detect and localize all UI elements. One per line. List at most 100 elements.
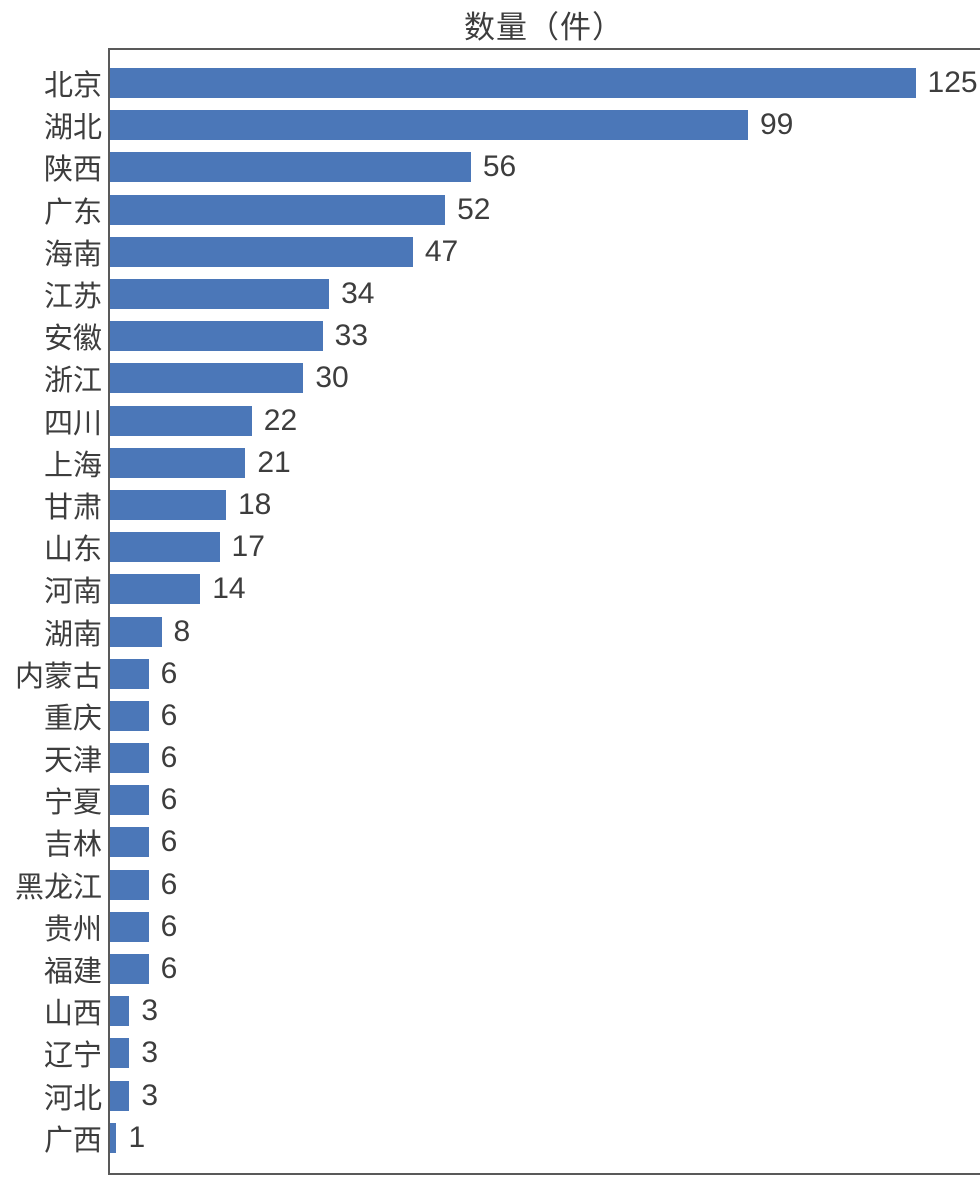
bar-row: 125 [110,62,980,104]
bar-row: 6 [110,779,980,821]
bar [110,869,149,900]
bar-row: 3 [110,990,980,1032]
bar-row: 1 [110,1117,980,1159]
value-label: 33 [334,319,369,353]
bar-row: 6 [110,737,980,779]
bar [110,658,149,689]
bar [110,1122,117,1153]
value-label: 1 [128,1120,146,1154]
bar [110,954,149,985]
chart-title: 数量（件） [464,9,624,45]
bar [110,785,149,816]
category-label: 吉林 [43,829,102,862]
bar-row: 6 [110,695,980,737]
bar [110,574,201,605]
bar-row: 3 [110,1032,980,1074]
value-label: 6 [160,698,178,732]
bar-row: 18 [110,484,980,526]
bar-row: 6 [110,948,980,990]
category-label: 上海 [43,449,102,482]
value-label: 6 [160,783,178,817]
category-label: 湖北 [43,112,102,145]
bar-row: 56 [110,146,980,188]
value-label: 6 [160,825,178,859]
value-label: 6 [160,867,178,901]
bar [110,700,149,731]
bar-row: 6 [110,906,980,948]
value-label: 3 [141,1036,159,1070]
value-label: 3 [141,1078,159,1112]
bar [110,827,149,858]
bar [110,911,149,942]
category-label: 重庆 [43,702,102,735]
value-label: 125 [927,66,978,100]
value-label: 17 [231,530,265,564]
category-label: 北京 [43,70,102,103]
category-label: 陕西 [43,154,102,187]
bar [110,68,916,99]
value-label: 6 [160,952,178,986]
bar [110,363,304,394]
bar [110,1038,130,1069]
bar [110,447,246,478]
bar [110,279,330,310]
bar-row: 34 [110,273,980,315]
bar [110,194,446,225]
category-label: 福建 [43,956,102,989]
chart-body: 北京 湖北 陕西 广东 海南 江苏 安徽 浙江 四川 上海 甘肃 山东 河南 湖南 内蒙古 重庆 天津 宁夏 吉林黑… [0,48,980,1175]
value-label: 8 [173,614,191,648]
category-label: 山西 [43,998,102,1031]
category-label: 山东 [43,534,102,567]
category-label: 湖南 [43,618,102,651]
category-label: 天津 [43,745,102,778]
value-label: 18 [238,487,272,521]
bar-row: 47 [110,231,980,273]
bar-row: 6 [110,653,980,695]
value-label: 56 [482,150,517,184]
value-label: 47 [424,234,459,268]
category-label: 广东 [43,196,102,229]
bar-row: 17 [110,526,980,568]
value-label: 30 [315,361,349,395]
bar [110,743,149,774]
category-label: 江苏 [43,281,102,314]
y-axis-labels: 北京 湖北 陕西 广东 海南 江苏 安徽 浙江 四川 上海 甘肃 山东 河南 湖南 内蒙古 重庆 天津 宁夏 吉林黑… [0,48,108,1175]
category-label: 海南 [43,238,102,271]
bar [110,532,220,563]
category-label: 黑龙江 [14,871,102,904]
value-label: 22 [263,403,298,437]
value-label: 14 [212,572,246,606]
value-label: 6 [160,656,178,690]
plot-area: 125 99 56 52 47 34 33 30 22 21 18 17 14 8 6 6 6 6 6 6 6 6 3 3 3 1 [108,48,980,1175]
category-label: 辽宁 [43,1040,102,1073]
bar-row: 6 [110,821,980,863]
category-label: 河南 [43,576,102,609]
value-label: 52 [457,192,491,226]
bar [110,321,323,352]
bar [110,110,748,141]
bar [110,996,130,1027]
bar [110,152,471,183]
category-label: 安徽 [43,323,102,356]
bar-row: 22 [110,400,980,442]
value-label: 6 [160,909,178,943]
bar-row: 8 [110,610,980,652]
bar-row: 99 [110,104,980,146]
value-label: 34 [341,277,375,311]
value-label: 6 [160,741,178,775]
bar [110,616,162,647]
bar-row: 30 [110,357,980,399]
bar-row: 3 [110,1075,980,1117]
bar [110,236,413,267]
bar-row: 52 [110,189,980,231]
category-label: 河北 [43,1082,102,1115]
category-label: 四川 [43,407,102,440]
value-label: 99 [760,108,794,142]
value-label: 3 [141,994,159,1028]
value-label: 21 [257,445,291,479]
bar-row: 14 [110,568,980,610]
bar [110,405,252,436]
bar-row: 21 [110,442,980,484]
category-label: 宁夏 [43,787,102,820]
